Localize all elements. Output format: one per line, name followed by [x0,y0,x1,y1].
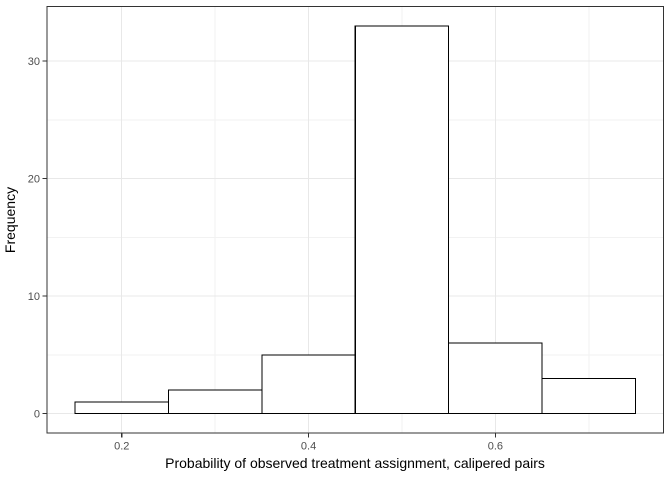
y-axis-title: Frequency [2,187,18,253]
x-axis-tick-labels: 0.2 0.4 0.6 [114,441,503,453]
y-tick-label: 30 [28,56,40,68]
histogram-bar [74,401,169,415]
histogram-bar [354,25,450,415]
y-axis-tick-labels: 0 10 20 30 [28,56,40,420]
axis-tick-marks [42,60,496,438]
x-tick-label: 0.4 [301,441,316,453]
histogram-bar [541,377,637,415]
histogram-bar [448,342,543,415]
y-tick-label: 20 [28,173,40,185]
x-tick-label: 0.2 [114,441,129,453]
histogram-bars [74,25,637,415]
x-axis-title: Probability of observed treatment assign… [165,455,545,471]
histogram-bar [167,389,263,415]
x-tick-label: 0.6 [488,441,503,453]
histogram-bar [261,354,356,415]
y-tick-label: 10 [28,291,40,303]
y-tick-label: 0 [34,408,40,420]
panel-border [46,5,665,434]
